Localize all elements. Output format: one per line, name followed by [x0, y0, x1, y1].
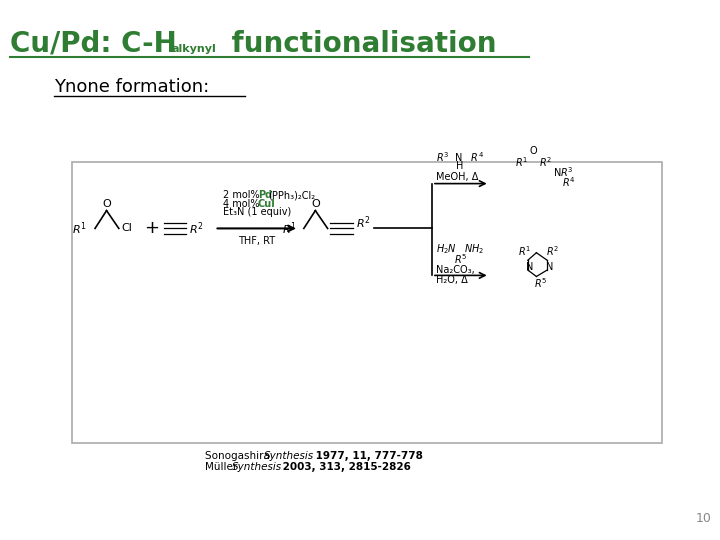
Text: O: O: [102, 199, 111, 209]
Text: Müller: Müller: [205, 462, 240, 472]
Text: $R^3$: $R^3$: [436, 150, 449, 164]
Text: CuI: CuI: [258, 199, 276, 208]
Text: $R^5$: $R^5$: [454, 252, 467, 266]
Text: Synthesis: Synthesis: [264, 451, 315, 461]
Text: Et₃N (1 equiv): Et₃N (1 equiv): [223, 207, 292, 217]
Text: functionalisation: functionalisation: [222, 30, 496, 58]
Text: $R^1$: $R^1$: [518, 244, 531, 258]
Text: 2003, 313, 2815-2826: 2003, 313, 2815-2826: [279, 462, 411, 472]
Text: $R^1$: $R^1$: [282, 220, 297, 237]
Text: Cu/Pd: C-H: Cu/Pd: C-H: [10, 30, 177, 58]
Text: THF, RT: THF, RT: [238, 237, 275, 246]
Text: Na₂CO₃,: Na₂CO₃,: [436, 265, 474, 275]
Text: 10: 10: [696, 512, 711, 525]
Text: O: O: [529, 146, 537, 156]
Text: (PPh₃)₂Cl₂: (PPh₃)₂Cl₂: [269, 191, 315, 200]
FancyBboxPatch shape: [72, 162, 662, 443]
Text: 4 mol%: 4 mol%: [223, 199, 263, 208]
Text: $NH_2$: $NH_2$: [464, 242, 485, 256]
Text: $R^2$: $R^2$: [546, 244, 559, 258]
Text: MeOH, Δ: MeOH, Δ: [436, 172, 478, 182]
Text: $R^2$: $R^2$: [356, 214, 370, 231]
Text: N: N: [526, 262, 533, 272]
Text: Ynone formation:: Ynone formation:: [54, 78, 210, 96]
Text: $H_2N$: $H_2N$: [436, 242, 456, 256]
Text: $R^2$: $R^2$: [539, 155, 552, 169]
Text: N   $R^4$: N $R^4$: [454, 150, 484, 164]
Text: 2 mol%: 2 mol%: [223, 191, 263, 200]
Text: $R^4$: $R^4$: [562, 175, 575, 189]
Text: Pd: Pd: [258, 191, 272, 200]
Text: $R^1$: $R^1$: [72, 220, 86, 237]
Text: Synthesis: Synthesis: [232, 462, 282, 472]
Text: H: H: [456, 161, 463, 171]
Text: $R^1$: $R^1$: [515, 155, 528, 169]
Text: alkynyl: alkynyl: [171, 44, 216, 55]
Text: Sonogashira: Sonogashira: [205, 451, 274, 461]
Text: H₂O, Δ: H₂O, Δ: [436, 275, 467, 285]
Text: 1977, 11, 777-778: 1977, 11, 777-778: [312, 451, 423, 461]
Text: N: N: [546, 262, 553, 272]
Text: N$R^3$: N$R^3$: [553, 165, 574, 179]
Text: O: O: [311, 199, 320, 209]
Text: $R^5$: $R^5$: [534, 276, 547, 291]
Text: +: +: [144, 219, 158, 238]
Text: $R^2$: $R^2$: [189, 220, 204, 237]
Text: Cl: Cl: [121, 224, 132, 233]
